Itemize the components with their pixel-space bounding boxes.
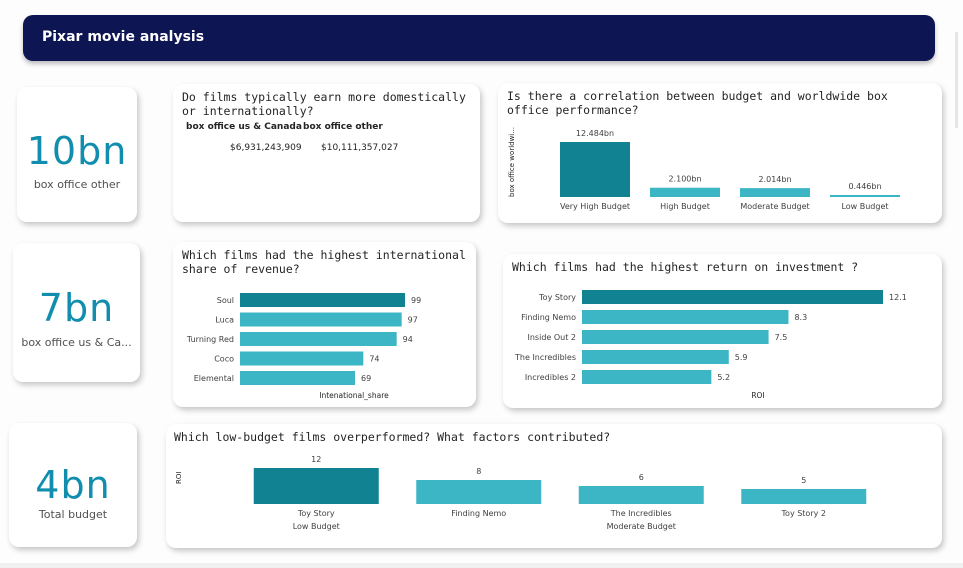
international-share-chart: Intenational_share Soul 99 Luca 97 Turning R… (186, 293, 421, 400)
x-group-label: Moderate Budget (607, 522, 676, 531)
data-label: 8 (476, 467, 481, 476)
kpi-card-total-budget[interactable]: 4bn Total budget (9, 423, 137, 547)
data-label: 12.484bn (576, 129, 614, 138)
y-tick-label: The Incredibles (514, 353, 576, 362)
data-label: 8.3 (794, 313, 807, 322)
value-other: $10,111,357,027 (321, 143, 399, 153)
bar[interactable] (582, 330, 769, 344)
y-tick-label: Toy Story (538, 293, 576, 302)
bar[interactable] (741, 489, 867, 504)
data-label: 2.100bn (668, 175, 701, 184)
x-tick-label: Low Budget (841, 202, 888, 211)
bar[interactable] (582, 350, 729, 364)
y-tick-label: Luca (215, 316, 234, 325)
kpi-value: 4bn (35, 463, 111, 507)
bar[interactable] (240, 351, 364, 366)
roi-chart: ROI Toy Story 12.1 Finding Nemo 8.3 Inside O… (514, 290, 907, 400)
data-label: 5.2 (717, 373, 730, 382)
y-tick-label: Soul (217, 296, 234, 305)
international-share-title: Which films had the highest internationa… (182, 248, 466, 276)
column-header-us-canada[interactable]: box office us & Canada (186, 122, 302, 132)
roi-title: Which films had the highest return on in… (512, 260, 859, 274)
data-label: 97 (408, 316, 418, 325)
bar[interactable] (830, 195, 900, 197)
kpi-card-box-office-us-canada[interactable]: 7bn box office us & Ca... (13, 243, 140, 382)
value-us-canada: $6,931,243,909 (230, 143, 302, 153)
data-label: 7.5 (775, 333, 788, 342)
bottom-divider (0, 563, 963, 568)
bar[interactable] (740, 188, 810, 197)
x-group-label: Low Budget (293, 522, 340, 531)
x-tick-label: The Incredibles (610, 509, 672, 518)
bar[interactable] (578, 486, 704, 504)
page-title: Pixar movie analysis (42, 29, 205, 45)
data-label: 12 (311, 455, 321, 464)
bar[interactable] (240, 371, 355, 385)
data-label: 99 (411, 296, 421, 305)
data-label: 5.9 (735, 353, 748, 362)
budget-correlation-title: Is there a correlation between budget an… (507, 89, 888, 117)
low-budget-card[interactable]: Which low-budget films overperformed? Wh… (166, 424, 942, 548)
budget-correlation-chart: box office worldwi... 12.484bn Very High … (508, 127, 900, 211)
kpi-label: Total budget (38, 508, 108, 521)
kpi-label: box office other (33, 178, 121, 191)
roi-card[interactable]: Which films had the highest return on in… (503, 254, 942, 408)
y-axis-label: box office worldwi... (508, 127, 516, 197)
kpi-value: 10bn (26, 129, 128, 173)
bar[interactable] (416, 480, 542, 504)
column-header-other[interactable]: box office other (303, 122, 383, 132)
data-label: 6 (639, 473, 644, 482)
low-budget-chart: ROI 12 Toy Story Low Budget 8 Finding Nemo 6 T… (175, 455, 867, 531)
bar[interactable] (240, 332, 397, 346)
x-axis-label: ROI (751, 391, 764, 400)
bar[interactable] (582, 310, 789, 324)
domestic-vs-international-title: Do films typically earn more domesticall… (182, 90, 466, 118)
kpi-card-box-office-other[interactable]: 10bn box office other (17, 87, 137, 222)
y-axis-label: ROI (175, 472, 183, 484)
header-bar: Pixar movie analysis (23, 15, 935, 61)
bar[interactable] (253, 468, 379, 504)
bar[interactable] (560, 142, 630, 197)
bar[interactable] (582, 290, 883, 304)
x-tick-label: Toy Story 2 (781, 509, 826, 518)
x-tick-label: Moderate Budget (740, 202, 809, 211)
x-axis-label: Intenational_share (319, 391, 389, 400)
bar[interactable] (240, 312, 402, 327)
data-label: 94 (403, 335, 413, 344)
y-tick-label: Inside Out 2 (528, 333, 577, 342)
y-tick-label: Finding Nemo (521, 313, 576, 322)
data-label: 0.446bn (848, 182, 881, 191)
low-budget-title: Which low-budget films overperformed? Wh… (174, 430, 611, 444)
data-label: 74 (369, 355, 379, 364)
bar[interactable] (650, 187, 720, 197)
kpi-label: box office us & Ca... (21, 336, 132, 349)
y-tick-label: Incredibles 2 (525, 373, 576, 382)
y-tick-label: Turning Red (186, 335, 234, 344)
bar[interactable] (582, 370, 712, 384)
data-label: 5 (801, 476, 806, 485)
data-label: 69 (361, 374, 371, 383)
domestic-vs-international-card[interactable]: Do films typically earn more domesticall… (173, 84, 480, 222)
budget-correlation-card[interactable]: Is there a correlation between budget an… (498, 83, 942, 223)
x-tick-label: Toy Story (297, 509, 335, 518)
data-label: 12.1 (889, 293, 907, 302)
data-label: 2.014bn (758, 175, 791, 184)
x-tick-label: Very High Budget (560, 202, 630, 211)
scrollbar[interactable] (955, 32, 958, 128)
bar[interactable] (240, 293, 405, 307)
y-tick-label: Elemental (194, 374, 234, 383)
x-tick-label: High Budget (660, 202, 710, 211)
x-tick-label: Finding Nemo (451, 509, 506, 518)
kpi-value: 7bn (38, 286, 115, 330)
international-share-card[interactable]: Which films had the highest internationa… (173, 242, 476, 407)
y-tick-label: Coco (214, 355, 234, 364)
